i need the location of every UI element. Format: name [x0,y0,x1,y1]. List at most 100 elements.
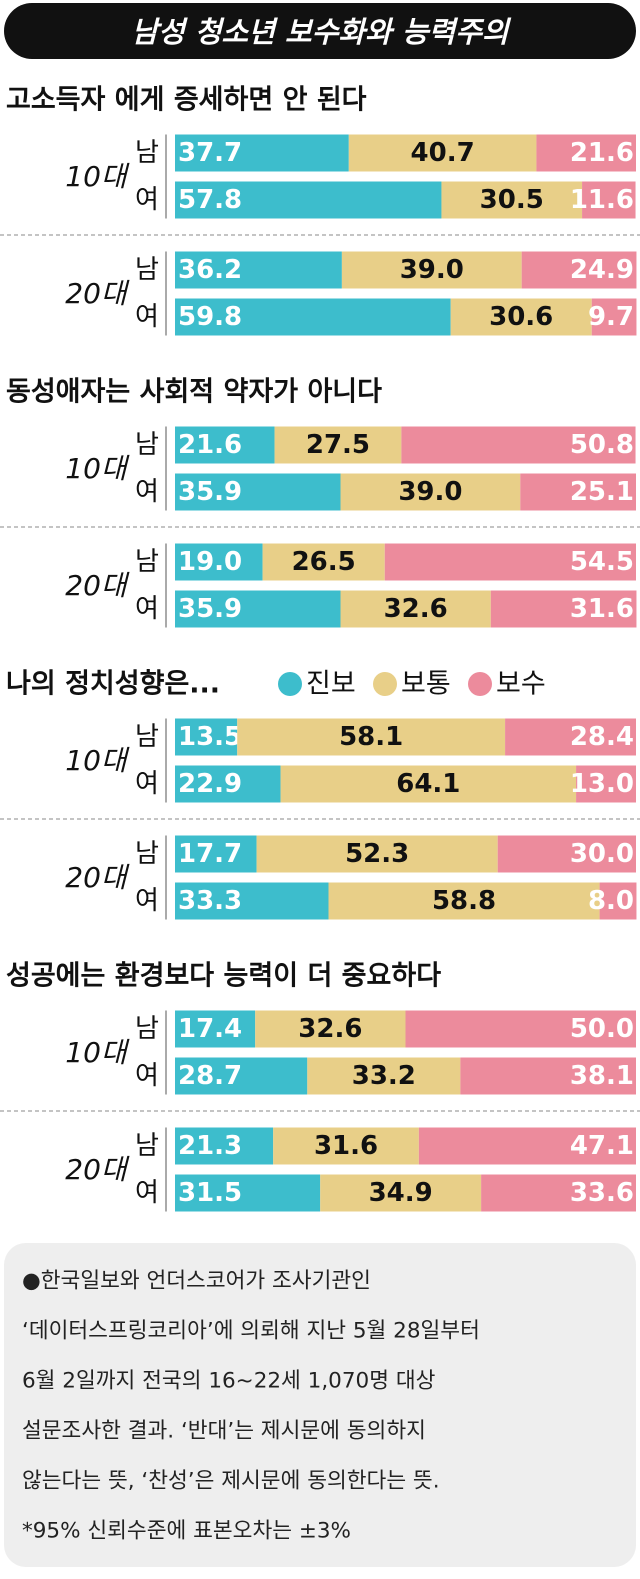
bar-segment [521,251,637,289]
bar-segment [401,426,636,464]
value-label: 34.9 [369,1178,433,1208]
group-label: 10대 [65,744,130,777]
bar-segment [505,718,636,756]
bar-segment [576,765,636,803]
value-label: 11.6 [570,185,634,215]
legend-label: 진보 [306,669,356,700]
value-label: 28.4 [570,722,634,752]
bar-segment [175,543,263,581]
row-label: 여 [135,1178,159,1208]
bar-segment [175,134,349,172]
note-line: *95% 신뢰수준에 표본오차는 ±3% [22,1519,351,1544]
row-label: 남 [135,430,159,460]
bar-segment [481,1174,636,1212]
row-label: 남 [135,722,159,752]
value-label: 21.6 [178,430,242,460]
note-line: 6월 2일까지 전국의 16~22세 1,070명 대상 [22,1369,436,1394]
legend-label: 보통 [401,669,451,700]
bar-segment [418,1127,636,1165]
value-label: 32.6 [298,1014,362,1044]
group-label: 20대 [65,861,130,894]
value-label: 38.1 [570,1061,634,1091]
main-title: 남성 청소년 보수화와 능력주의 [131,15,511,49]
group-label: 10대 [65,160,130,193]
row-label: 남 [135,839,159,869]
value-label: 30.6 [489,302,553,332]
value-label: 31.5 [178,1178,242,1208]
bar-segment [450,298,592,336]
value-label: 30.5 [480,185,544,215]
value-label: 35.9 [178,594,242,624]
bar-segment [262,543,385,581]
legend-swatch [468,672,492,696]
bar-segment [175,181,442,219]
bar-segment [490,590,637,628]
value-label: 13.5 [178,722,242,752]
value-label: 47.1 [570,1131,634,1161]
bar-segment [175,1127,274,1165]
row-label: 여 [135,185,159,215]
value-label: 19.0 [178,547,242,577]
bar-segment [341,251,522,289]
value-label: 50.0 [570,1014,634,1044]
bar-segment [237,718,506,756]
value-label: 21.3 [178,1131,242,1161]
note-line: ‘데이터스프링코리아’에 의뢰해 지난 5월 28일부터 [22,1319,480,1344]
value-label: 27.5 [306,430,370,460]
value-label: 57.8 [178,185,242,215]
value-label: 33.6 [570,1178,634,1208]
value-label: 25.1 [570,477,634,507]
value-label: 54.5 [570,547,634,577]
value-label: 17.7 [178,839,242,869]
value-label: 22.9 [178,769,242,799]
value-label: 36.2 [178,255,242,285]
bar-segment [175,426,275,464]
bar-segment [591,298,637,336]
bar-segment [405,1010,636,1048]
row-label: 여 [135,769,159,799]
value-label: 17.4 [178,1014,242,1044]
bar-segment [307,1057,461,1095]
bar-segment [175,1057,308,1095]
legend-label: 보수 [496,669,546,700]
bar-segment [256,835,498,873]
value-label: 37.7 [178,138,242,168]
value-label: 30.0 [570,839,634,869]
value-label: 64.1 [396,769,460,799]
note-line: ●한국일보와 언더스코어가 조사기관인 [22,1269,371,1294]
row-label: 여 [135,594,159,624]
bar-segment [497,835,636,873]
bar-segment [536,134,636,172]
bar-segment [520,473,636,511]
note-line: 설문조사한 결과. ‘반대’는 제시문에 동의하지 [22,1419,426,1444]
value-label: 13.0 [570,769,634,799]
bar-segment [328,882,600,920]
row-label: 남 [135,1014,159,1044]
value-label: 52.3 [345,839,409,869]
value-label: 21.6 [570,138,634,168]
bar-segment [340,590,491,628]
value-label: 28.7 [178,1061,242,1091]
bar-segment [599,882,637,920]
bar-segment [348,134,537,172]
bar-segment [255,1010,406,1048]
value-label: 33.3 [178,886,242,916]
bar-segment [175,835,257,873]
bar-segment [582,181,636,219]
group-label: 20대 [65,277,130,310]
value-label: 9.7 [588,302,634,332]
row-label: 남 [135,138,159,168]
bar-segment [175,882,329,920]
value-label: 31.6 [314,1131,378,1161]
value-label: 50.8 [570,430,634,460]
bar-segment [175,765,281,803]
group-label: 20대 [65,1153,130,1186]
title-banner [4,3,636,59]
value-label: 58.8 [432,886,496,916]
row-label: 여 [135,477,159,507]
chart-title: 동성애자는 사회적 약자가 아니다 [6,377,382,408]
bar-segment [175,718,238,756]
bar-segment [175,1174,321,1212]
row-label: 여 [135,886,159,916]
